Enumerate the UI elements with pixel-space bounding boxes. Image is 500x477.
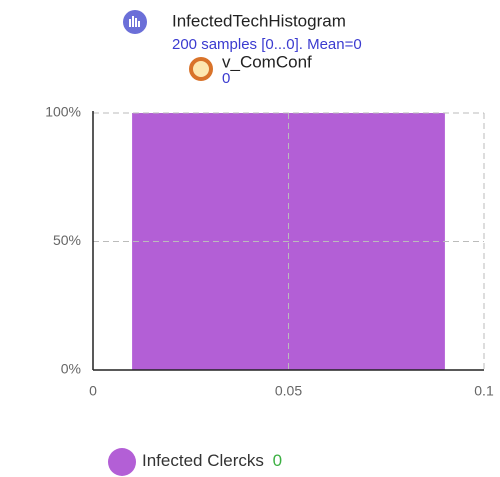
legend-value: 0	[273, 451, 282, 470]
legend-swatch	[108, 448, 136, 476]
chart-subtitle: 200 samples [0...0]. Mean=0	[172, 36, 362, 53]
x-tick-label: 0	[89, 383, 97, 399]
chart-title: InfectedTechHistogram	[172, 11, 346, 30]
legend-entry: Infected Clercks 0	[142, 451, 282, 470]
variable-value: 0	[222, 70, 230, 87]
y-tick-label: 0%	[61, 361, 81, 377]
y-tick-label: 50%	[53, 232, 81, 248]
y-tick-label: 100%	[45, 104, 81, 120]
variable-icon	[189, 57, 213, 81]
x-tick-label: 0.05	[275, 383, 302, 399]
variable-name: v_ComConf	[222, 52, 312, 71]
x-tick-label: 0.1	[474, 383, 494, 399]
legend-label: Infected Clercks	[142, 451, 264, 470]
plot-area: 0% 50% 100% 0 0.05 0.1	[45, 104, 494, 399]
histogram-icon-glyph	[129, 16, 140, 27]
